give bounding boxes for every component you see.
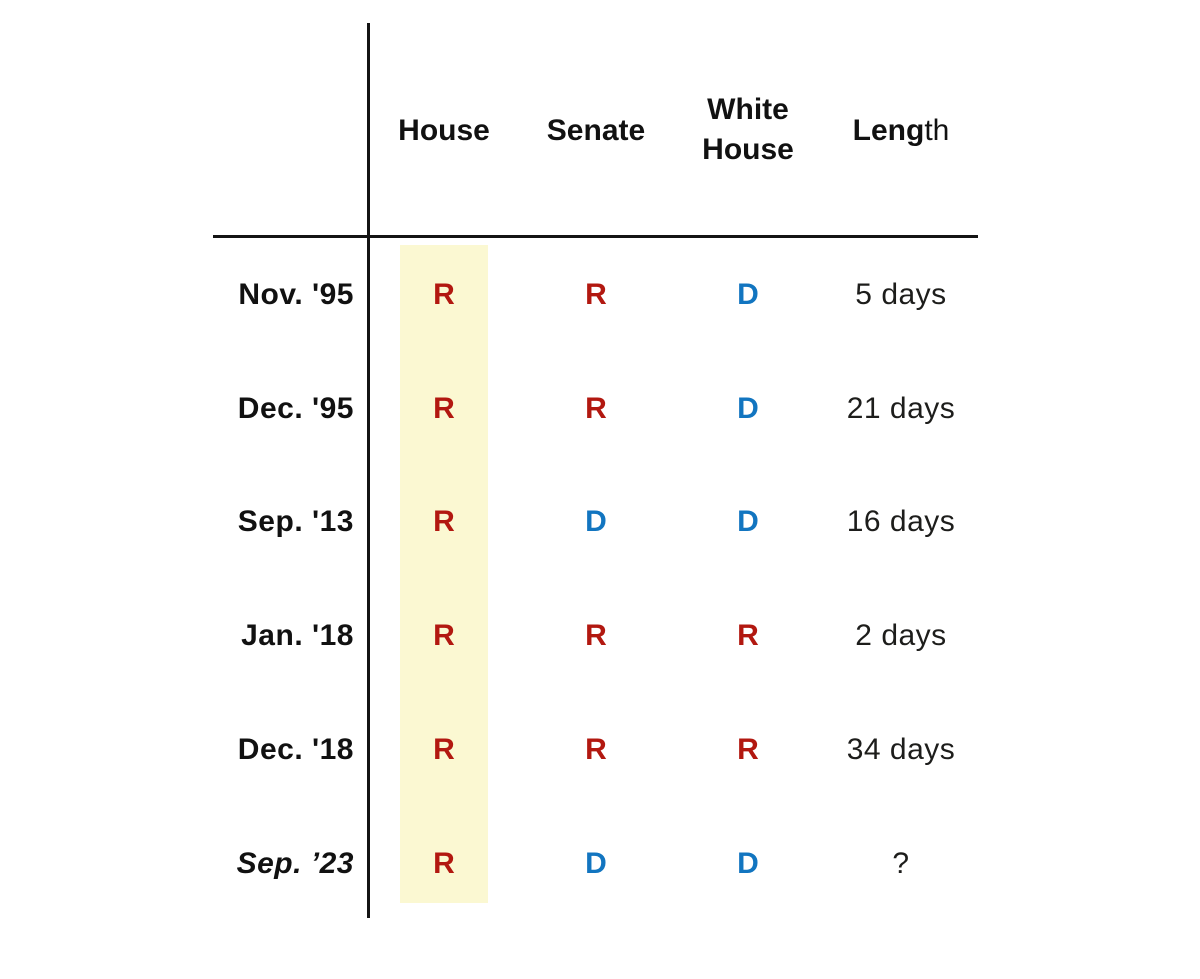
house-party: R	[433, 391, 455, 425]
row-date: Dec. '18	[237, 732, 354, 766]
senate-party: D	[585, 846, 607, 880]
table-row: Jan. '18 R R R 2 days	[0, 605, 978, 665]
table-row: Dec. '95 R R D 21 days	[0, 378, 978, 438]
white-house-line1: White	[707, 93, 789, 126]
white-house-party: R	[737, 618, 759, 652]
row-date: Jan. '18	[241, 618, 354, 652]
white-house-party: D	[737, 391, 759, 425]
shutdown-length: 2 days	[855, 618, 947, 652]
length-header-bold-part: Leng	[852, 113, 925, 147]
column-header-white-house: White House	[672, 90, 824, 170]
house-party: R	[433, 732, 455, 766]
senate-party: R	[585, 618, 607, 652]
horizontal-divider	[213, 235, 978, 238]
white-house-party: D	[737, 846, 759, 880]
column-header-house: House	[398, 113, 490, 147]
white-house-line2: House	[702, 133, 794, 166]
house-party: R	[433, 504, 455, 538]
shutdown-length: 16 days	[846, 504, 956, 538]
house-column-highlight	[400, 245, 488, 903]
vertical-divider	[367, 23, 370, 918]
shutdown-length: 5 days	[855, 277, 947, 311]
senate-party: R	[585, 732, 607, 766]
row-date: Sep. '13	[237, 504, 354, 538]
white-house-party: D	[737, 277, 759, 311]
shutdown-length: 21 days	[846, 391, 956, 425]
table-row: Nov. '95 R R D 5 days	[0, 264, 978, 324]
white-house-party: R	[737, 732, 759, 766]
house-party: R	[433, 846, 455, 880]
white-house-party: D	[737, 504, 759, 538]
length-header-light-part: th	[924, 113, 950, 147]
column-header-length: Length	[824, 114, 978, 147]
table-row: Dec. '18 R R R 34 days	[0, 719, 978, 779]
shutdown-length: ?	[892, 846, 910, 880]
shutdown-length: 34 days	[846, 732, 956, 766]
row-date: Dec. '95	[237, 391, 354, 425]
senate-party: D	[585, 504, 607, 538]
house-party: R	[433, 618, 455, 652]
table-row: Sep. ’23 R D D ?	[0, 833, 978, 893]
house-party: R	[433, 277, 455, 311]
table-header: House Senate White House Length	[0, 82, 978, 178]
column-header-senate: Senate	[546, 113, 646, 147]
senate-party: R	[585, 391, 607, 425]
row-date: Sep. ’23	[236, 846, 354, 880]
row-date: Nov. '95	[238, 277, 354, 311]
table-row: Sep. '13 R D D 16 days	[0, 491, 978, 551]
senate-party: R	[585, 277, 607, 311]
